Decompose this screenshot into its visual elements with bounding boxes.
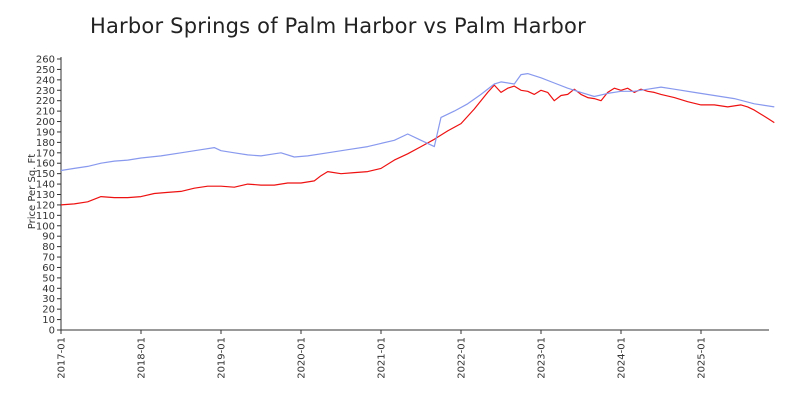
y-tick-label: 190 (36, 127, 55, 138)
y-tick-label: 230 (36, 86, 55, 97)
y-tick-label: 240 (36, 75, 55, 86)
y-tick-label: 250 (36, 65, 55, 76)
x-tick-label: 2025-01 (697, 337, 708, 379)
y-axis-title: Price Per Sq. Ft (27, 154, 38, 229)
y-tick-label: 0 (49, 326, 55, 337)
x-tick-label: 2019-01 (217, 337, 228, 379)
x-tick-label: 2020-01 (297, 337, 308, 379)
y-tick-label: 170 (36, 148, 55, 159)
y-tick-label: 50 (42, 273, 55, 284)
x-tick-label: 2018-01 (137, 337, 148, 379)
y-tick-label: 70 (42, 253, 55, 264)
y-tick-label: 60 (42, 263, 55, 274)
x-tick-label: 2017-01 (57, 337, 68, 379)
y-tick-label: 220 (36, 96, 55, 107)
x-tick-label: 2022-01 (457, 337, 468, 379)
y-tick-label: 30 (42, 294, 55, 305)
y-tick-label: 160 (36, 159, 55, 170)
y-tick-label: 120 (36, 200, 55, 211)
chart-title: Harbor Springs of Palm Harbor vs Palm Ha… (90, 14, 586, 38)
y-tick-label: 110 (36, 211, 55, 222)
axes: 0102030405060708090100110120130140150160… (27, 55, 769, 379)
series-line-2 (60, 72, 775, 172)
y-tick-label: 80 (42, 242, 55, 253)
y-tick-label: 90 (42, 232, 55, 243)
y-tick-label: 20 (42, 305, 55, 316)
series-layer (60, 72, 775, 206)
x-tick-label: 2023-01 (537, 337, 548, 379)
y-tick-label: 40 (42, 284, 55, 295)
y-tick-label: 100 (36, 221, 55, 232)
y-tick-label: 10 (42, 315, 55, 326)
y-tick-label: 140 (36, 180, 55, 191)
y-tick-label: 150 (36, 169, 55, 180)
y-tick-label: 130 (36, 190, 55, 201)
y-tick-label: 200 (36, 117, 55, 128)
y-tick-label: 180 (36, 138, 55, 149)
x-tick-label: 2021-01 (377, 337, 388, 379)
x-tick-label: 2024-01 (617, 337, 628, 379)
y-tick-label: 260 (36, 55, 55, 66)
y-tick-label: 210 (36, 107, 55, 118)
series-line-1 (60, 84, 775, 206)
